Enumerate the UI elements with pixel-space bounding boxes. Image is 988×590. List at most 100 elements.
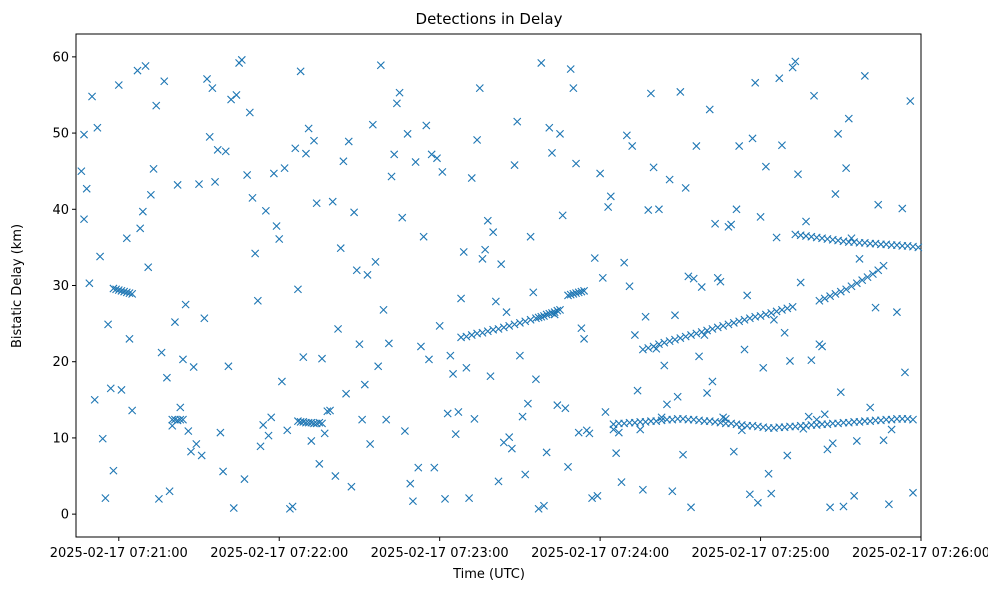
scatter-point: [478, 254, 487, 263]
scatter-point: [588, 494, 597, 503]
y-tick-label: 10: [52, 431, 69, 446]
scatter-point: [267, 413, 276, 422]
scatter-point: [176, 403, 185, 412]
scatter-point: [673, 392, 682, 401]
scatter-point: [98, 434, 107, 443]
scatter-point: [352, 266, 361, 275]
scatter-point: [539, 501, 548, 510]
scatter-point: [264, 431, 273, 440]
track-i-point: [831, 289, 840, 298]
scatter-point: [764, 469, 773, 478]
scatter-point: [622, 131, 631, 140]
scatter-point: [379, 305, 388, 314]
scatter-point: [299, 353, 308, 362]
scatter-point: [486, 372, 495, 381]
scatter-point: [438, 167, 447, 176]
track-g-point: [676, 334, 685, 343]
y-axis-label: Bistatic Delay (km): [10, 224, 25, 348]
scatter-point: [687, 503, 696, 512]
scatter-point: [646, 89, 655, 98]
track-g-point: [665, 337, 674, 346]
scatter-point: [106, 384, 115, 393]
track-d-point: [553, 306, 562, 315]
scatter-point: [767, 489, 776, 498]
scatter-point: [328, 197, 337, 206]
x-tick-label: 2025-02-17 07:26:00: [852, 546, 988, 561]
track-g-point: [783, 304, 792, 313]
scatter-point: [368, 120, 377, 129]
y-tick-label: 50: [52, 127, 69, 142]
scatter-point: [144, 263, 153, 272]
scatter-point: [443, 409, 452, 418]
scatter-point: [363, 270, 372, 279]
scatter-point: [203, 74, 212, 83]
scatter-point: [200, 314, 209, 323]
track-d-point: [526, 315, 535, 324]
scatter-point: [339, 157, 348, 166]
scatter-point: [416, 342, 425, 351]
scatter-point: [462, 363, 471, 372]
track-g-point: [713, 323, 722, 332]
scatter-point: [526, 232, 535, 241]
scatter-point: [523, 399, 532, 408]
scatter-point: [654, 205, 663, 214]
scatter-point: [753, 498, 762, 507]
scatter-point: [307, 436, 316, 445]
scatter-point: [160, 77, 169, 86]
scatter-point: [216, 428, 225, 437]
scatter-point: [529, 288, 538, 297]
scatter-point: [323, 407, 332, 416]
scatter-point: [449, 369, 458, 378]
scatter-point: [612, 449, 621, 458]
scatter-point: [205, 132, 214, 141]
scatter-point: [628, 142, 637, 151]
scatter-point: [740, 345, 749, 354]
track-g-point: [638, 345, 647, 354]
scatter-point: [679, 450, 687, 459]
scatter-point: [154, 494, 163, 503]
scatter-point: [887, 425, 896, 434]
scatter-point: [788, 63, 797, 72]
scatter-point: [360, 380, 369, 389]
scatter-point: [403, 129, 412, 138]
scatter-point: [633, 386, 642, 395]
scatter-point: [783, 451, 792, 460]
scatter-point: [553, 401, 562, 410]
scatter-point: [499, 438, 508, 447]
scatter-point: [561, 404, 570, 413]
scatter-point: [350, 208, 359, 217]
track-a-point: [117, 286, 126, 295]
track-e-point: [564, 291, 573, 300]
scatter-point: [900, 368, 909, 377]
scatter-point: [446, 351, 455, 360]
track-d-point: [556, 305, 564, 314]
scatter-point: [802, 217, 811, 226]
x-tick-label: 2025-02-17 07:21:00: [50, 546, 188, 561]
scatter-point: [467, 174, 476, 183]
scatter-point: [847, 234, 856, 243]
scatter-point: [197, 451, 206, 460]
scatter-point: [852, 436, 861, 445]
scatter-point: [189, 363, 198, 372]
track-g-point: [724, 320, 733, 329]
scatter-point: [315, 459, 324, 468]
scatter-point: [473, 135, 482, 144]
scatter-point: [259, 420, 268, 429]
scatter-point: [374, 362, 383, 371]
track-d-point: [537, 312, 546, 321]
scatter-point: [564, 462, 573, 471]
scatter-point: [291, 144, 300, 153]
scatter-point: [435, 321, 444, 330]
scatter-point: [620, 258, 629, 267]
scatter-point: [791, 57, 800, 66]
scatter-point: [494, 477, 503, 486]
scatter-point: [283, 426, 292, 435]
track-g-point: [681, 332, 690, 341]
scatter-point: [649, 163, 658, 172]
scatter-point: [237, 55, 246, 64]
scatter-point: [796, 278, 805, 287]
scatter-point: [125, 334, 134, 343]
scatter-point: [422, 121, 431, 130]
scatter-point: [708, 377, 717, 386]
